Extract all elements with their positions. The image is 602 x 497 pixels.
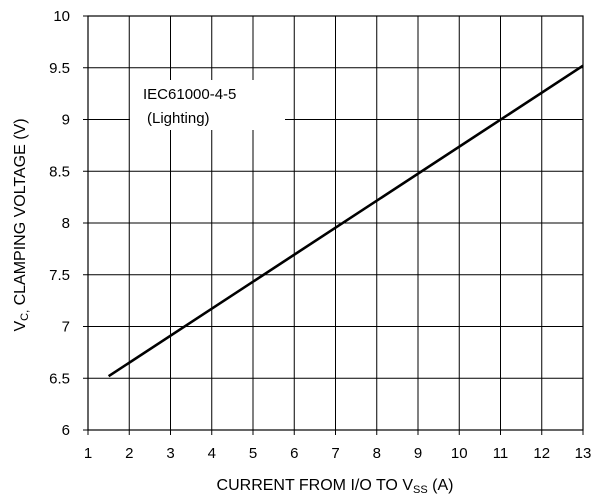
x-tick-label: 6 bbox=[290, 445, 298, 462]
y-tick-label: 10 bbox=[53, 8, 70, 25]
x-tick-label: 12 bbox=[533, 445, 550, 462]
x-tick-label: 2 bbox=[125, 445, 133, 462]
y-tick-label: 7.5 bbox=[49, 267, 70, 284]
y-tick-label: 9 bbox=[62, 112, 70, 129]
x-tick-label: 10 bbox=[451, 445, 468, 462]
y-tick-label: 6 bbox=[62, 422, 70, 439]
x-tick-label: 9 bbox=[414, 445, 422, 462]
y-tick-label: 7 bbox=[62, 319, 70, 336]
annotation-line-2: (Lighting) bbox=[147, 110, 210, 127]
annotation: IEC61000-4-5 (Lighting) bbox=[130, 80, 285, 130]
x-tick-label: 3 bbox=[166, 445, 174, 462]
annotation-line-1: IEC61000-4-5 bbox=[143, 86, 236, 103]
series-line bbox=[107, 64, 584, 378]
y-tick-labels: 6 6.5 7 7.5 8 8.5 9 9.5 10 bbox=[49, 8, 88, 439]
x-tick-label: 13 bbox=[575, 445, 592, 462]
series-group bbox=[107, 64, 584, 378]
x-tick-label: 8 bbox=[373, 445, 381, 462]
y-tick-label: 8 bbox=[62, 215, 70, 232]
x-axis-label: CURRENT FROM I/O TO VSS (A) bbox=[217, 477, 454, 496]
x-tick-label: 5 bbox=[249, 445, 257, 462]
y-tick-label: 8.5 bbox=[49, 163, 70, 180]
y-tick-label: 9.5 bbox=[49, 60, 70, 77]
x-tick-label: 1 bbox=[84, 445, 92, 462]
x-tick-label: 11 bbox=[493, 445, 509, 462]
x-tick-label: 4 bbox=[208, 445, 216, 462]
x-tick-labels: 1 2 3 4 5 6 7 8 9 10 11 12 13 bbox=[84, 430, 592, 462]
y-tick-label: 6.5 bbox=[49, 370, 70, 387]
x-tick-label: 7 bbox=[331, 445, 339, 462]
y-axis-label: VC, CLAMPING VOLTAGE (V) bbox=[12, 118, 31, 331]
annotation-background bbox=[130, 80, 285, 130]
